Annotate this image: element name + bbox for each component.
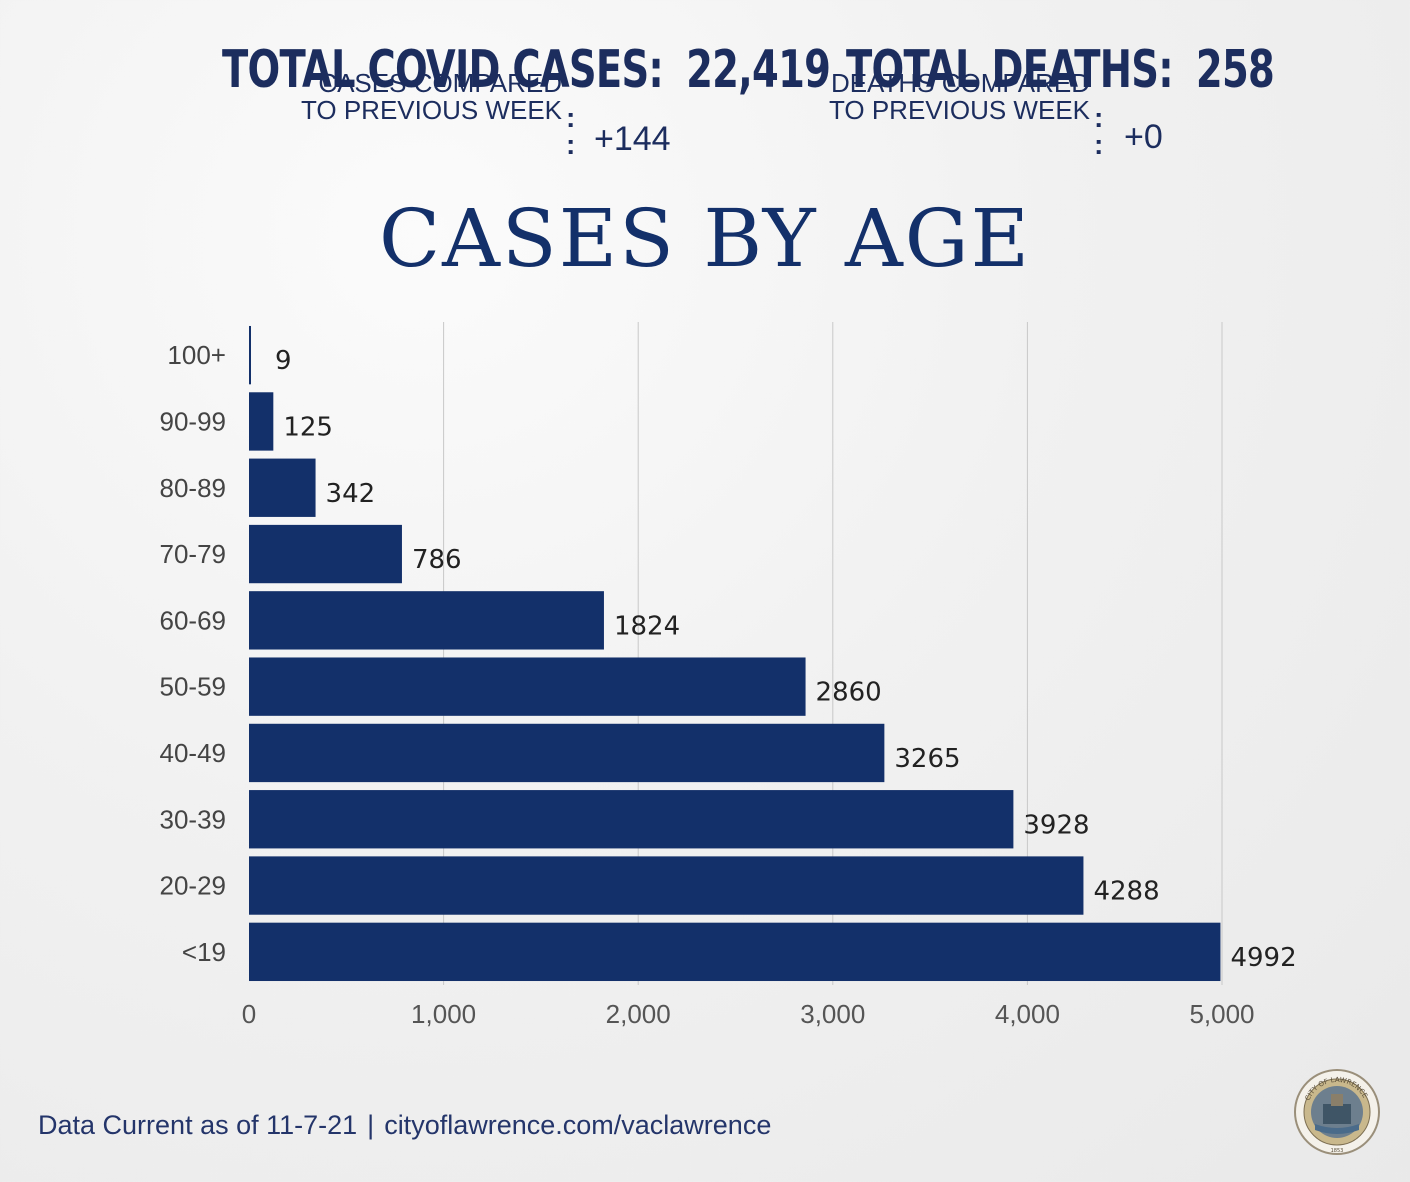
total-deaths-label: TOTAL DEATHS:: [846, 40, 1174, 100]
cases-delta: +144: [594, 120, 671, 158]
data-label: 9: [275, 346, 292, 376]
data-label: 3928: [1023, 810, 1089, 840]
deaths-compared-line2: TO PREVIOUS WEEK: [828, 95, 1090, 125]
chart-title: CASES BY AGE: [378, 192, 1032, 285]
x-tick-label: 5,000: [1189, 999, 1254, 1029]
bar-90-99: [249, 392, 274, 451]
category-label: 30-39: [160, 804, 227, 834]
bar-60-69: [249, 591, 604, 650]
data-label: 3265: [894, 744, 960, 774]
cases-compared-colon: ::: [566, 102, 576, 160]
data-label: 2860: [816, 678, 882, 708]
bar-100+: [249, 325, 251, 385]
total-cases-value: 22,419: [686, 40, 831, 100]
deaths-compared-label: DEATHS COMPARED TO PREVIOUS WEEK: [829, 70, 1090, 124]
category-label: 70-79: [160, 539, 227, 569]
bar-30-39: [249, 790, 1014, 849]
bars: [249, 325, 1221, 982]
seal-year: 1853: [1331, 1148, 1344, 1154]
data-current-date: Data Current as of 11-7-21: [38, 1110, 358, 1140]
cases-compared-line1: CASES COMPARED: [318, 68, 562, 98]
total-cases-heading: TOTAL COVID CASES: 22,419: [222, 40, 831, 100]
category-label: 90-99: [160, 406, 227, 436]
data-label: 1824: [614, 611, 680, 641]
bar-50-59: [249, 657, 806, 716]
bar-70-79: [249, 524, 402, 584]
category-label: 50-59: [160, 672, 227, 702]
bar-40-49: [249, 723, 885, 783]
data-label: 125: [283, 412, 333, 442]
cases-stat-block: TOTAL COVID CASES: 22,419: [222, 40, 1044, 100]
data-label: 342: [326, 479, 376, 509]
category-label: 60-69: [160, 605, 227, 635]
data-label: 786: [412, 545, 462, 575]
cases-compared-label: CASES COMPARED TO PREVIOUS WEEK: [301, 70, 562, 124]
category-label: <19: [182, 937, 226, 967]
x-tick-label: 3,000: [800, 999, 865, 1029]
category-label: 100+: [167, 340, 226, 370]
bar-80-89: [249, 458, 316, 517]
x-tick-label: 1,000: [411, 999, 476, 1029]
footer-url[interactable]: cityoflawrence.com/vaclawrence: [384, 1110, 772, 1140]
category-label: 80-89: [160, 473, 227, 503]
data-label: 4992: [1230, 943, 1296, 973]
labels: 0 1,000 2,000 3,000 4,000 5,000 100+ 9 90-99 125 8…: [160, 340, 1297, 1029]
data-label: 4288: [1093, 877, 1159, 907]
deaths-compared-line1: DEATHS COMPARED: [830, 68, 1090, 98]
bar-20-29: [249, 856, 1084, 915]
total-deaths-heading: TOTAL DEATHS: 258: [846, 40, 1275, 100]
x-tick-label: 2,000: [606, 999, 671, 1029]
deaths-delta: +0: [1124, 118, 1163, 156]
total-deaths-value: 258: [1195, 40, 1275, 100]
cases-compared-line2: TO PREVIOUS WEEK: [300, 95, 562, 125]
x-tick-label: 0: [242, 999, 256, 1029]
x-tick-label: 4,000: [995, 999, 1060, 1029]
category-label: 20-29: [160, 871, 227, 901]
deaths-stat-block: TOTAL DEATHS: 258: [846, 40, 1410, 100]
footer: Data Current as of 11-7-21 | cityoflawrenc…: [38, 1110, 771, 1141]
bar-<19: [249, 922, 1221, 982]
category-label: 40-49: [160, 738, 227, 768]
city-seal-icon: CITY OF LAWRENCE 1853: [1294, 1069, 1380, 1155]
deaths-compared-colon: ::: [1094, 102, 1104, 160]
total-cases-label: TOTAL COVID CASES:: [222, 40, 664, 100]
footer-separator: |: [367, 1110, 375, 1140]
